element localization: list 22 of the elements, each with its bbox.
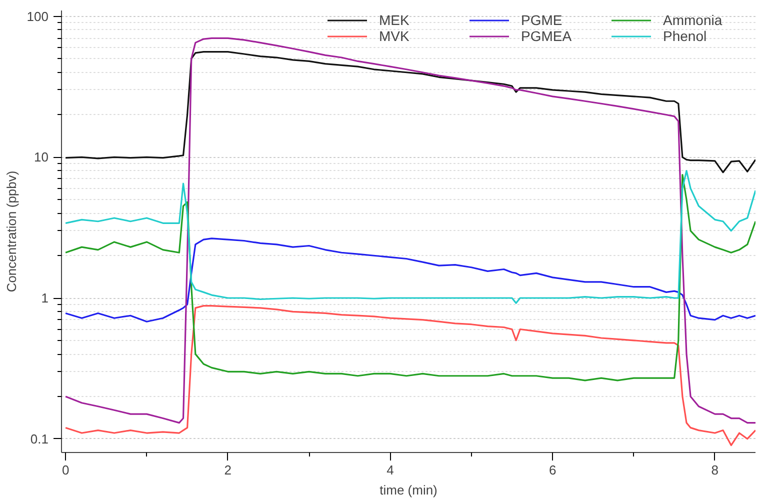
line-series	[64, 238, 756, 322]
line-series	[64, 305, 756, 446]
y-axis-title: Concentration (ppbv)	[4, 170, 19, 292]
x-axis-title: time (min)	[380, 482, 438, 498]
line-series	[64, 174, 756, 382]
y-tick-label: 10	[34, 150, 49, 165]
y-tick-label: 0.1	[30, 431, 49, 446]
legend-label: MEK	[379, 12, 410, 28]
line-series	[64, 170, 756, 304]
x-tick-label: 6	[548, 462, 556, 478]
x-tick-label: 4	[386, 462, 394, 478]
legend-label: MVK	[379, 28, 410, 44]
line-series	[64, 50, 756, 174]
legend-label: PGME	[521, 12, 564, 28]
x-tick-label: 2	[224, 462, 232, 478]
x-tick-label: 8	[711, 462, 719, 478]
y-tick-label: 100	[26, 8, 49, 24]
legend-label: PGMEA	[521, 28, 573, 44]
x-tick-label: 0	[62, 462, 70, 478]
y-tick-label: 1	[41, 290, 49, 306]
legend-label: Phenol	[663, 28, 708, 44]
legend-label: Ammonia	[663, 12, 724, 28]
